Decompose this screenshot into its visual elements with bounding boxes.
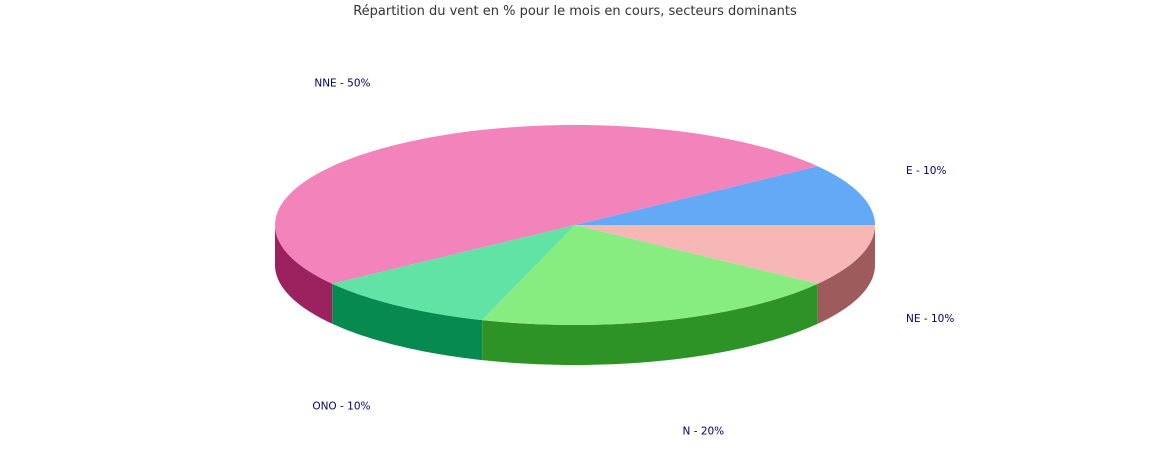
slice-label-ono: ONO - 10% (312, 401, 370, 413)
slice-label-e: E - 10% (906, 165, 946, 177)
slice-label-n: N - 20% (683, 425, 725, 437)
pie-sides (275, 225, 875, 365)
slice-label-nne: NNE - 50% (314, 77, 370, 89)
slice-label-ne: NE - 10% (906, 313, 954, 325)
pie-side-ne (817, 225, 875, 324)
pie-side-n (482, 283, 818, 365)
pie-slice-nne (275, 125, 818, 284)
pie-slice-ne (575, 225, 875, 284)
pie-tops (275, 125, 875, 325)
chart-title: Répartition du vent en % pour le mois en… (353, 4, 797, 19)
pie-labels: E - 10% NNE - 50% ONO - 10% N - 20% NE - 10% (312, 77, 954, 437)
pie-slice-n (482, 225, 818, 325)
pie-side-ono (332, 283, 483, 361)
pie-slice-e (575, 166, 875, 225)
pie-side-nne (275, 225, 333, 324)
pie-slice-ono (332, 225, 575, 321)
